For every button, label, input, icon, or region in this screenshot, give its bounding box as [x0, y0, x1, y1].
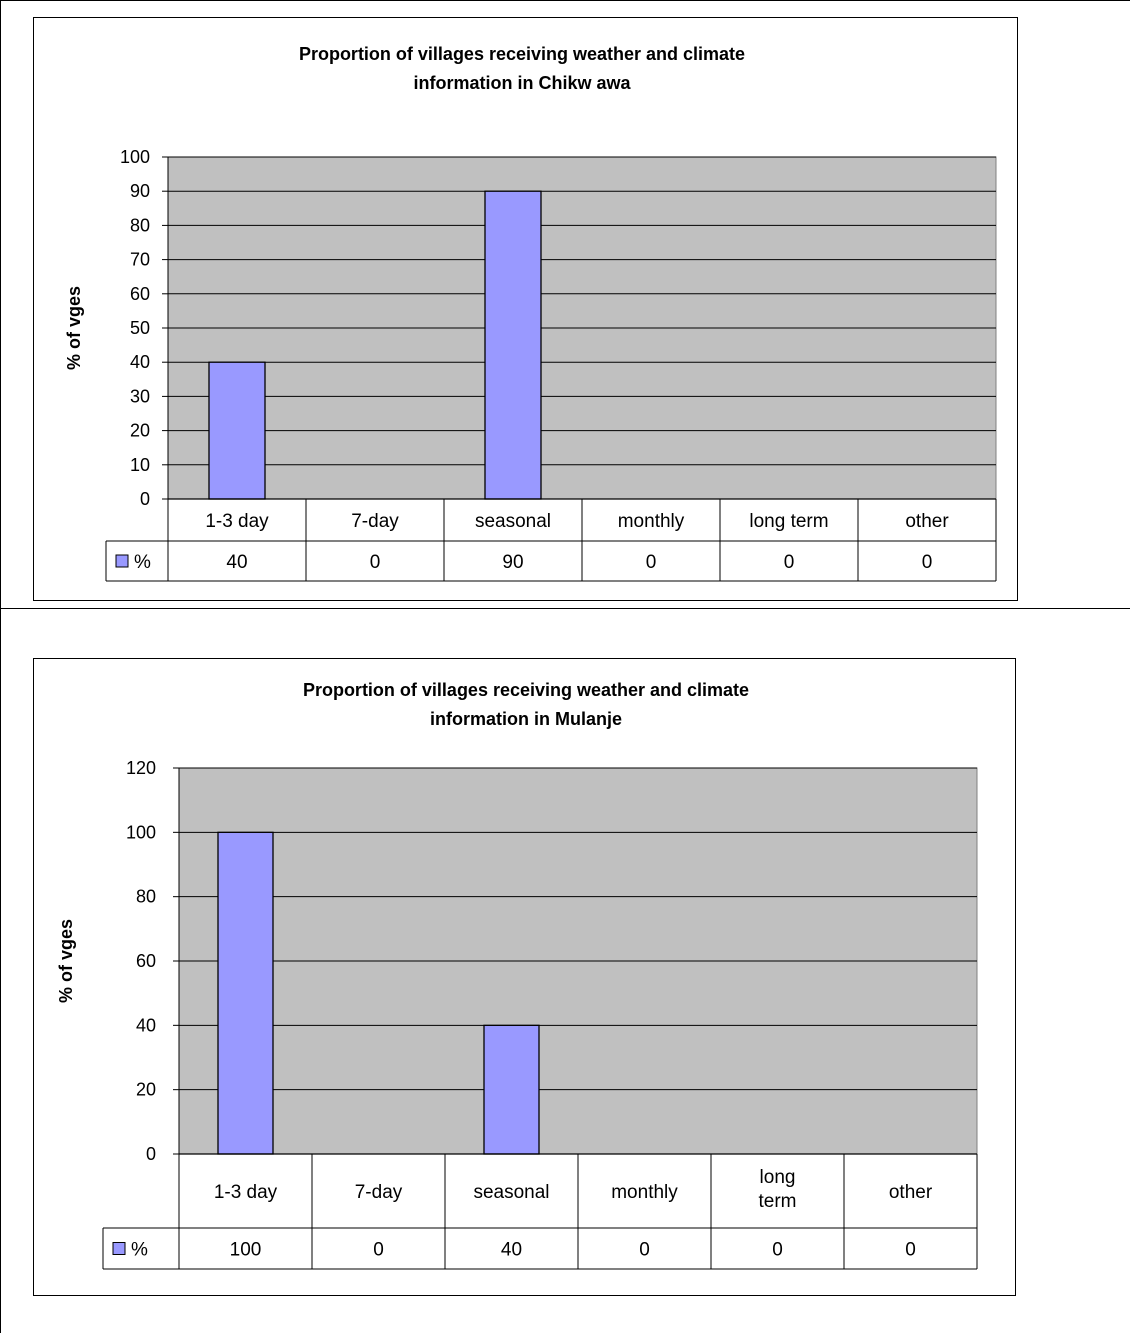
bar-seasonal: [483, 1024, 540, 1155]
y-tick-label: 20: [136, 1080, 156, 1100]
data-table-value: 0: [646, 552, 657, 573]
x-category-label-part: long: [760, 1167, 796, 1188]
legend-swatch: [112, 1242, 126, 1255]
y-tick-label: 40: [136, 1015, 156, 1035]
bar-1-3-day: [217, 831, 274, 1155]
y-tick-label: 40: [130, 352, 150, 372]
y-tick-label: 100: [120, 147, 150, 167]
bar-1-3-day: [208, 361, 266, 500]
doc-border-middle: [0, 608, 1130, 609]
chart-chikwawa: Proportion of villages receiving weather…: [33, 17, 1018, 601]
x-category-label: 1-3 day: [205, 511, 269, 532]
chart-mulanje-svg: Proportion of villages receiving weather…: [56, 680, 978, 1270]
y-tick-label: 100: [126, 822, 156, 842]
x-category-label: other: [905, 511, 949, 532]
data-table-value: 0: [905, 1240, 916, 1261]
data-table-value: 0: [373, 1240, 384, 1261]
x-category-label: long term: [749, 511, 828, 532]
data-table-value: 90: [502, 552, 523, 573]
data-table-value: 0: [639, 1240, 650, 1261]
y-tick-label: 30: [130, 386, 150, 406]
y-tick-label: 20: [130, 421, 150, 441]
x-category-label: other: [889, 1182, 933, 1203]
bar-seasonal: [484, 190, 542, 500]
y-tick-label: 60: [136, 951, 156, 971]
x-category-label: monthly: [611, 1182, 678, 1203]
y-axis-label: % of vges: [56, 919, 76, 1003]
chart-chikwawa-svg: Proportion of villages receiving weather…: [64, 44, 997, 582]
legend-series-name: %: [134, 552, 151, 573]
chart-title-line: information in Mulanje: [430, 709, 622, 729]
x-category-label-part: term: [759, 1191, 797, 1212]
y-tick-label: 50: [130, 318, 150, 338]
y-tick-label: 0: [146, 1144, 156, 1164]
chart-title-line: Proportion of villages receiving weather…: [299, 44, 745, 64]
data-table-value: 40: [226, 552, 247, 573]
chart-title-line: information in Chikw awa: [413, 73, 631, 93]
x-category-label: 7-day: [355, 1182, 403, 1203]
y-axis-label: % of vges: [64, 286, 84, 370]
y-tick-label: 60: [130, 284, 150, 304]
y-tick-label: 10: [130, 455, 150, 475]
doc-border-top: [0, 0, 1130, 1]
data-table-value: 0: [370, 552, 381, 573]
chart-title-line: Proportion of villages receiving weather…: [303, 680, 749, 700]
data-table-value: 0: [772, 1240, 783, 1261]
y-tick-label: 80: [136, 887, 156, 907]
y-tick-label: 120: [126, 758, 156, 778]
x-category-label: monthly: [618, 511, 685, 532]
y-tick-label: 70: [130, 250, 150, 270]
x-category-label: seasonal: [473, 1182, 549, 1203]
data-table-value: 0: [784, 552, 795, 573]
data-table-value: 100: [230, 1240, 262, 1261]
doc-border-left: [0, 0, 1, 1333]
legend-swatch: [115, 554, 129, 568]
data-table-value: 40: [501, 1240, 522, 1261]
x-category-label: 7-day: [351, 511, 399, 532]
y-tick-label: 80: [130, 215, 150, 235]
x-category-label: long term: [759, 1167, 797, 1212]
data-table-value: 0: [922, 552, 933, 573]
x-category-label: seasonal: [475, 511, 551, 532]
chart-mulanje: Proportion of villages receiving weather…: [33, 658, 1016, 1296]
x-category-label: 1-3 day: [214, 1182, 278, 1203]
legend-series-name: %: [131, 1240, 148, 1261]
y-tick-label: 90: [130, 181, 150, 201]
y-tick-label: 0: [140, 489, 150, 509]
